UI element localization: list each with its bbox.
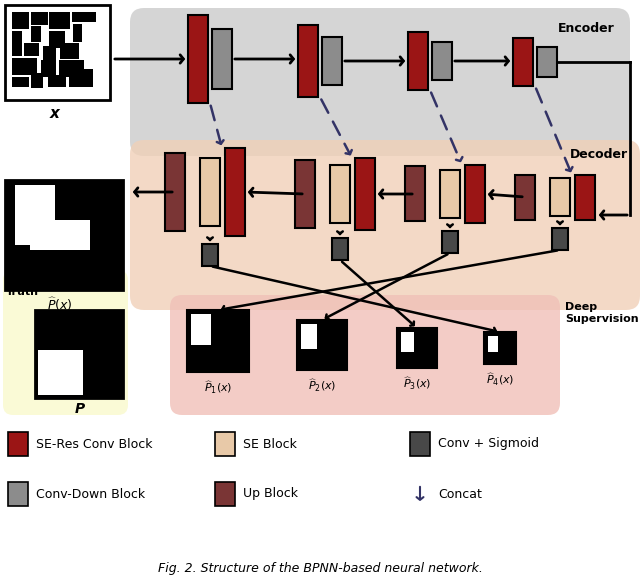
Text: Up Block: Up Block (243, 488, 298, 500)
Bar (8, 482, 28, 506)
Bar (330, 165, 350, 223)
Bar (515, 175, 535, 220)
Bar (15, 185, 55, 245)
Bar (410, 432, 430, 456)
Bar (12, 77, 29, 88)
Bar (550, 178, 570, 216)
Bar (297, 320, 347, 370)
Bar (30, 220, 90, 250)
Text: $\boldsymbol{P}$: $\boldsymbol{P}$ (74, 402, 86, 416)
Bar (488, 336, 498, 352)
Bar (60, 43, 79, 58)
Bar (212, 29, 232, 89)
FancyBboxPatch shape (130, 8, 630, 156)
Bar (165, 153, 185, 231)
Bar (73, 24, 81, 43)
Text: $\widehat{P}_2(x)$: $\widehat{P}_2(x)$ (308, 378, 336, 394)
Bar (5, 5, 110, 100)
FancyBboxPatch shape (130, 140, 640, 310)
Bar (215, 432, 235, 456)
Bar (298, 25, 318, 97)
Bar (12, 58, 37, 75)
Bar (31, 73, 44, 88)
Bar (44, 46, 56, 63)
Bar (432, 42, 452, 80)
Bar (49, 12, 70, 29)
Bar (408, 32, 428, 90)
Bar (215, 482, 235, 506)
Bar (301, 324, 317, 349)
Text: Conv-Down Block: Conv-Down Block (36, 488, 145, 500)
FancyBboxPatch shape (3, 270, 128, 415)
Bar (12, 30, 22, 56)
Bar (188, 15, 208, 103)
Bar (68, 69, 93, 88)
Bar (202, 244, 218, 266)
Text: Concat: Concat (438, 488, 482, 500)
Bar (58, 60, 84, 77)
Bar (442, 231, 458, 253)
Text: $\widehat{P}(x)$: $\widehat{P}(x)$ (47, 296, 73, 313)
Text: $\widehat{P}_1(x)$: $\widehat{P}_1(x)$ (204, 380, 232, 397)
Bar (322, 37, 342, 85)
Bar (35, 310, 123, 398)
Text: Fig. 2. Structure of the BPNN-based neural network.: Fig. 2. Structure of the BPNN-based neur… (157, 562, 483, 575)
Bar (191, 314, 211, 345)
Text: $\widehat{P}_3(x)$: $\widehat{P}_3(x)$ (403, 376, 431, 392)
Text: Conv + Sigmoid: Conv + Sigmoid (438, 437, 539, 450)
Bar (24, 43, 39, 56)
Bar (200, 158, 220, 226)
Bar (49, 30, 65, 47)
Bar (401, 332, 414, 352)
FancyBboxPatch shape (170, 295, 560, 415)
Bar (332, 238, 348, 260)
Text: $\boldsymbol{x}$: $\boldsymbol{x}$ (49, 106, 61, 121)
Bar (575, 175, 595, 220)
Bar (31, 26, 41, 41)
Bar (513, 38, 533, 86)
Bar (295, 160, 315, 228)
Text: SE Block: SE Block (243, 437, 297, 450)
Bar (405, 166, 425, 221)
Bar (484, 332, 516, 364)
Bar (187, 310, 249, 372)
Bar (225, 148, 245, 236)
Bar (72, 12, 96, 22)
Text: Decoder: Decoder (570, 148, 628, 161)
Bar (47, 75, 66, 88)
Bar (355, 158, 375, 230)
Bar (397, 328, 437, 368)
Bar (12, 12, 29, 29)
Text: Ground
Truth: Ground Truth (6, 275, 52, 297)
Bar (5, 180, 123, 290)
Text: Encoder: Encoder (558, 22, 615, 35)
Bar (465, 165, 485, 223)
Bar (440, 170, 460, 218)
Text: SE-Res Conv Block: SE-Res Conv Block (36, 437, 152, 450)
Bar (41, 60, 56, 77)
Bar (8, 432, 28, 456)
Bar (537, 47, 557, 77)
Bar (31, 12, 47, 25)
Bar (38, 350, 83, 395)
Text: Deep
Supervision: Deep Supervision (565, 302, 639, 324)
Bar (552, 228, 568, 250)
Text: $\widehat{P}_4(x)$: $\widehat{P}_4(x)$ (486, 372, 514, 388)
